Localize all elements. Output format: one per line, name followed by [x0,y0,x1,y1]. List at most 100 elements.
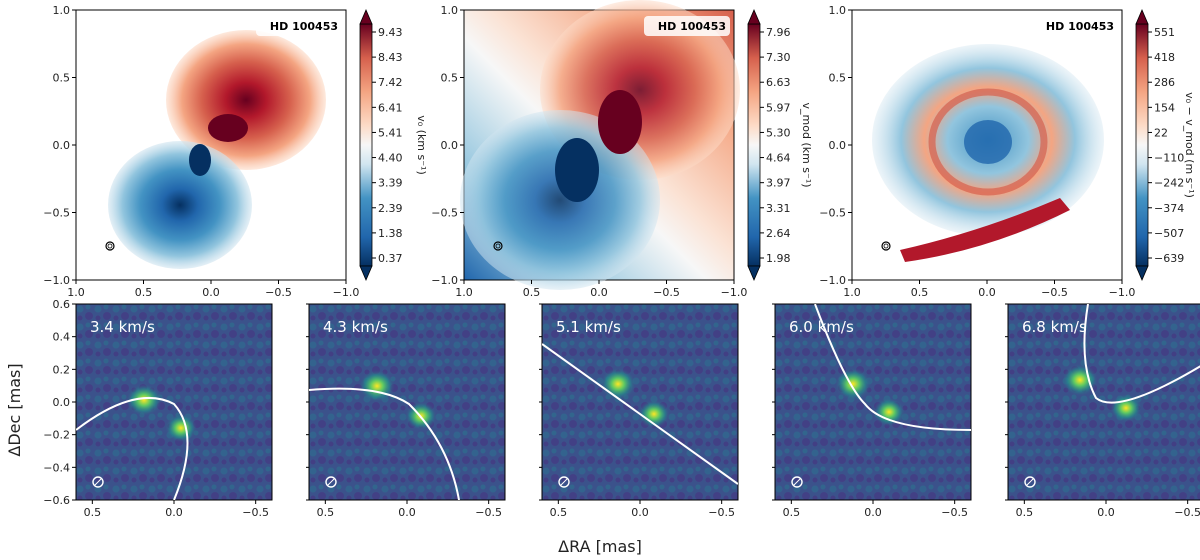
y-ticks: 1.0 0.5 0.0 −0.5 −1.0 [819,4,852,287]
x-tick-label: 0.0 [590,286,608,299]
x-tick-label: 0.0 [631,506,649,519]
x-tick-label: 0.5 [317,506,335,519]
badge: HD 100453 [658,20,726,33]
x-tick-label: −0.5 [941,506,968,519]
x-tick-label: 0.5 [783,506,801,519]
residual-map [872,44,1104,262]
channel-map-panel: 3.4 km/s 0.5 0.0 −0.5 0.6 0.4 0.2 0.0 −0.2 −0.4 −0… [43,298,273,519]
model-blue-lobe [460,110,660,290]
panel-model-velocity: HD 100453 1.0 0.5 0.0 −0.5 −1.0 1.0 0.5 0.0 −0.… [431,0,813,299]
colorbar [1135,23,1149,267]
panel-observed-velocity: HD 100453 1.0 0.5 0.0 −0.5 −1.0 1.0 0.5 0.0 −0.… [43,4,428,299]
x-ticks: 1.0 0.5 0.0 −0.5 −1.0 [455,280,747,299]
model-red-core [598,90,642,154]
emission-peak [600,367,636,401]
colorbar-tick-label: 2.39 [378,202,403,215]
colorbar-tick-label: −639 [1154,252,1184,265]
x-tick-label: 0.0 [1097,506,1115,519]
badge-box [256,16,342,36]
colorbar-tick-label: 5.97 [766,101,791,114]
colorbar-tick-label: 5.30 [766,126,791,139]
y-tick-label: 0.5 [53,72,71,85]
y-tick-label: 0.0 [829,139,847,152]
y-tick-label: −0.5 [43,207,70,220]
colorbar-tick-label: 7.42 [378,76,403,89]
fit-curve [542,343,738,485]
x-tick-label: 1.0 [67,286,85,299]
colorbar-tick-label: 418 [1154,51,1175,64]
channel-map-panel: 4.3 km/s 0.5 0.0 −0.5 [306,303,506,519]
residual-ring [928,88,1048,196]
colorbar-tick-label: 286 [1154,76,1175,89]
x-tick-label: 0.0 [398,506,416,519]
x-tick-label: −0.5 [653,286,680,299]
blueshifted-lobe [108,141,252,269]
velocity-map [108,30,326,269]
colorbar-tick-label: 551 [1154,26,1175,39]
channel-map-panel: 6.8 km/s 0.5 0.0 −0.5 [1005,303,1200,519]
x-tick-label: 0.5 [911,286,929,299]
colorbar-tick-label: −374 [1154,202,1184,215]
colorbar-label: v_mod (km s⁻¹) [800,102,813,187]
beam-marker-inner [107,243,113,249]
colorbar-tick-label: 9.43 [378,26,403,39]
colorbar-ticks: 551 418 286 154 22 −110 −242 −374 −507 −639 [1148,26,1184,265]
y-tick-label: −1.0 [431,274,458,287]
beam-hatch [560,478,568,486]
beam-marker [558,476,570,488]
y-tick-label: −0.5 [819,207,846,220]
colorbar-tick-label: −242 [1154,177,1184,190]
colorbar-tick-label: 3.31 [766,202,791,215]
colorbar-tick-label: −507 [1154,227,1184,240]
fit-curve [814,304,971,431]
y-tick-label: 1.0 [441,4,459,17]
beam-marker [325,476,337,488]
colorbar-label: v₀ (km s⁻¹) [415,115,428,175]
y-tick-label: 0.0 [441,139,459,152]
beam-hatch [94,478,102,486]
colorbar-tick-label: 4.64 [766,152,791,165]
y-tick-label: 0.5 [441,72,459,85]
x-tick-label: 0.5 [523,286,541,299]
colorbar-tick-label: 1.38 [378,227,403,240]
y-tick-label: 0.6 [53,298,71,311]
x-tick-label: 0.5 [135,286,153,299]
colorbar-ticks: 9.43 8.43 7.42 6.41 5.41 4.40 3.39 2.39 1.38 0.37 [372,26,403,265]
channel-map-background [775,304,971,500]
colorbar-tick-label: 154 [1154,101,1175,114]
colorbar [359,23,373,267]
colorbar-extend-top [1135,8,1149,25]
x-tick-label: −0.5 [265,286,292,299]
y-tick-label: −0.6 [43,494,70,507]
x-tick-label: 0.0 [165,506,183,519]
colorbar [747,23,761,267]
emission-peak [1062,363,1098,397]
x-tick-label: 0.5 [1016,506,1034,519]
y-tick-label: 0.5 [829,72,847,85]
beam-marker-inner [883,243,889,249]
colorbar-tick-label: 5.41 [378,126,403,139]
badge-box [644,16,730,36]
emission-peak [126,383,162,417]
y-tick-label: 0.0 [53,396,71,409]
colorbar-tick-label: 6.41 [378,101,403,114]
beam-marker [92,476,104,488]
colorbar-tick-label: 4.40 [378,152,403,165]
velocity-label: 3.4 km/s [90,318,155,336]
x-tick-label: −1.0 [721,286,748,299]
fit-curve [1083,304,1200,404]
colorbar-label: v₀ − v_mod (m s⁻¹) [1183,92,1196,198]
red-core [208,114,248,142]
y-ticks: 1.0 0.5 0.0 −0.5 −1.0 [43,4,76,287]
colorbar-extend-top [747,8,761,25]
colorbar-tick-label: 6.63 [766,76,791,89]
panel-residual-velocity: HD 100453 1.0 0.5 0.0 −0.5 −1.0 1.0 0.5 0.0 −0.… [819,4,1196,299]
y-tick-label: 0.4 [53,331,71,344]
velocity-label: 4.3 km/s [323,318,388,336]
y-tick-label: 0.2 [53,363,71,376]
channel-map-background [76,304,272,500]
x-tick-label: 0.5 [84,506,102,519]
beam-marker [1024,476,1036,488]
colorbar-extend-bottom [359,265,373,282]
